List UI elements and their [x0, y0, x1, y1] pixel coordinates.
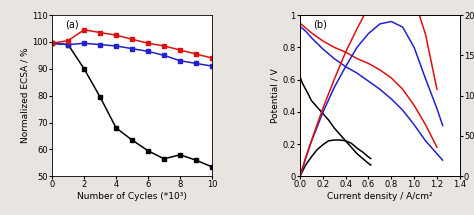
Text: (b): (b) [313, 20, 327, 30]
Text: (a): (a) [65, 20, 79, 30]
X-axis label: Number of Cycles (*10³): Number of Cycles (*10³) [77, 192, 187, 201]
X-axis label: Current density / A/cm²: Current density / A/cm² [327, 192, 433, 201]
Y-axis label: Potential / V: Potential / V [271, 68, 280, 123]
Y-axis label: Normalized ECSA / %: Normalized ECSA / % [20, 48, 29, 143]
